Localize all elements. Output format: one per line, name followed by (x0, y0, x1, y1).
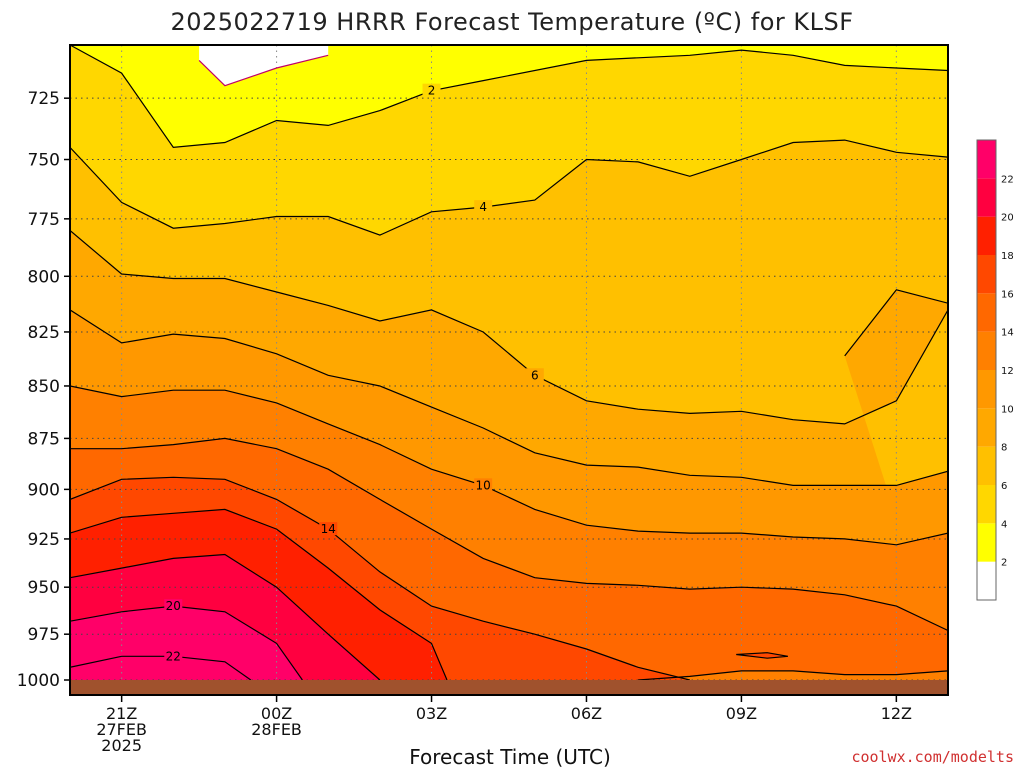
x-tick-label-2025: 2025 (101, 736, 142, 755)
colorbar-swatch-9 (977, 216, 996, 255)
isotherm-4-2 (70, 139, 948, 236)
y-tick-label-1000: 1000 (17, 671, 60, 691)
isotherm-2-1 (70, 45, 948, 149)
isotherm-label-bg (474, 478, 493, 492)
x-tick-label-27FEB: 27FEB (96, 720, 147, 739)
colorbar-swatch-0 (977, 561, 996, 600)
colorbar-label-12: 12 (1001, 366, 1014, 377)
y-tick-label-875: 875 (28, 429, 60, 449)
isotherm-16-8 (70, 508, 448, 680)
colorbar-swatch-5 (977, 370, 996, 409)
colorbar-frame (976, 139, 997, 601)
x-tick-label-09Z: 09Z (726, 704, 757, 723)
y-tick-label-825: 825 (28, 323, 60, 343)
isotherm-18-9 (70, 553, 381, 680)
x-tick-label-28FEB: 28FEB (251, 720, 302, 739)
isotherm-20-10 (70, 605, 303, 680)
isotherm-8-4 (70, 309, 948, 486)
isotherm-label-bg (422, 83, 441, 97)
isotherm-14-7 (70, 476, 690, 680)
colorbar-swatch-8 (977, 255, 996, 294)
colorbar-swatch-1 (977, 523, 996, 562)
colorbar-swatch-7 (977, 293, 996, 332)
x-tick-label-06Z: 06Z (571, 704, 602, 723)
isotherm-layer (70, 45, 948, 680)
isotherm-label-22: 22 (166, 649, 181, 663)
colorbar-label-16: 16 (1001, 289, 1014, 300)
isotherm-10-5 (70, 385, 948, 546)
y-tick-label-975: 975 (28, 625, 60, 645)
isotherm-label-layer: 2 4 6 10 14 20 22 (164, 83, 544, 663)
colorbar-swatch-2 (977, 485, 996, 524)
x-tick-label-00Z: 00Z (261, 704, 292, 723)
isotherm-label-10: 10 (476, 478, 491, 492)
y-tick-label-725: 725 (28, 89, 60, 109)
isotherm-label-bg (164, 599, 183, 613)
colorbar-swatch-6 (977, 331, 996, 370)
isotherm-label-20: 20 (166, 599, 181, 613)
y-tick-label-925: 925 (28, 530, 60, 550)
colorbar-label-2: 2 (1001, 558, 1007, 569)
colorbar-swatch-10 (977, 178, 996, 217)
x-tick-label-21Z: 21Z (106, 704, 137, 723)
colorbar-label-20: 20 (1001, 213, 1014, 224)
x-tick-label-12Z: 12Z (881, 704, 912, 723)
isotherm-12-6 (70, 437, 948, 680)
y-tick-label-775: 775 (28, 210, 60, 230)
temperature-band-below-0-pocket (199, 45, 329, 86)
colorbar-label-8: 8 (1001, 443, 1007, 454)
y-tick-label-950: 950 (28, 578, 60, 598)
x-tick-label-03Z: 03Z (416, 704, 447, 723)
temperature-band-20 (70, 606, 303, 680)
isotherm-6-3 (70, 230, 948, 425)
temperature-fill-layer (70, 45, 948, 680)
colorbar-label-18: 18 (1001, 251, 1014, 262)
isotherm-label-bg (525, 368, 544, 382)
colorbar-swatch-3 (977, 446, 996, 485)
colorbar-label-6: 6 (1001, 481, 1007, 492)
credit-link[interactable]: coolwx.com/modelts (851, 748, 1014, 766)
colorbar-swatch-11 (977, 140, 996, 179)
chart-title: 2025022719 HRRR Forecast Temperature (ºC… (170, 8, 853, 36)
isotherm-label-6: 6 (531, 368, 539, 382)
colorbar: 2 4 6 8 10 12 14 16 18 20 22 (976, 139, 1014, 601)
ground-layer (70, 680, 948, 694)
isotherm-label-bg (474, 200, 493, 214)
y-tick-label-750: 750 (28, 151, 60, 171)
y-axis: 725 750 775 800 825 850 875 900 925 950 975 1000 (17, 89, 70, 691)
isotherm-label-bg (164, 649, 183, 663)
y-tick-label-800: 800 (28, 267, 60, 287)
colorbar-label-10: 10 (1001, 404, 1014, 415)
colorbar-swatch-4 (977, 408, 996, 447)
isotherm-label-2: 2 (428, 84, 436, 98)
isotherm-0-0 (198, 54, 329, 87)
plot-frame (69, 44, 949, 696)
y-tick-label-900: 900 (28, 480, 60, 500)
x-axis-label: Forecast Time (UTC) (409, 745, 611, 768)
colorbar-label-14: 14 (1001, 328, 1014, 339)
isotherm-14-12 (736, 652, 789, 659)
colorbar-label-22: 22 (1001, 174, 1014, 185)
colorbar-label-4: 4 (1001, 519, 1007, 530)
isotherm-label-14: 14 (321, 522, 336, 536)
isotherm-label-4: 4 (479, 200, 487, 214)
y-tick-label-850: 850 (28, 377, 60, 397)
isotherm-label-bg (319, 522, 338, 536)
